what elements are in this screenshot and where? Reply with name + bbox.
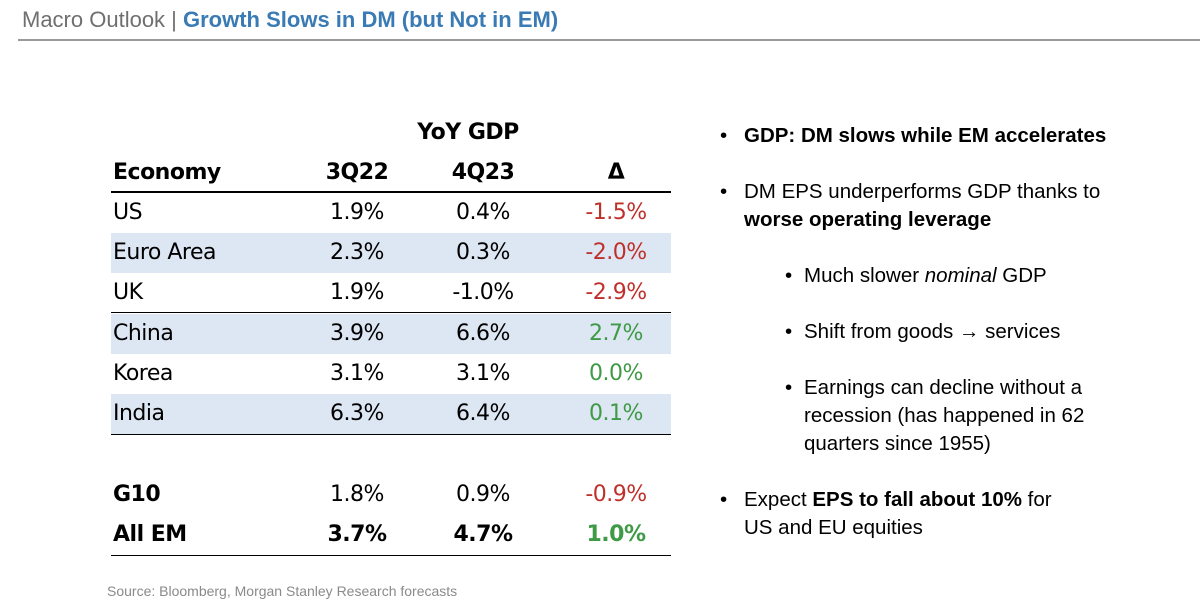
table-row: US 1.9% 0.4% -1.5% (111, 193, 671, 233)
bullet-text: Earnings can decline without a recession… (804, 374, 1084, 458)
slide-header: Macro Outlook | Growth Slows in DM (but … (22, 6, 558, 34)
cell-economy: G10 (113, 482, 161, 507)
cell-economy: UK (113, 280, 143, 305)
table-row: India 6.3% 6.4% 0.1% (111, 394, 671, 434)
bullet-text-line: Much slower (804, 264, 925, 287)
header-4q23: 4Q23 (451, 160, 515, 185)
cell-4q23: 0.3% (456, 240, 510, 265)
table-row: G10 1.8% 0.9% -0.9% (111, 475, 671, 515)
header-economy: Economy (113, 160, 221, 185)
cell-3q22: 1.9% (330, 280, 384, 305)
cell-3q22: 3.1% (330, 361, 384, 386)
cell-economy: Korea (113, 361, 173, 386)
bullet-dot-icon: • (720, 124, 728, 147)
cell-4q23: 0.9% (456, 482, 510, 507)
group-divider (111, 434, 671, 435)
table-row: All EM 3.7% 4.7% 1.0% (111, 515, 671, 555)
bullet-text-line: GDP (996, 264, 1047, 287)
bullet-dot-icon: • (720, 180, 728, 203)
table-row: Euro Area 2.3% 0.3% -2.0% (111, 233, 671, 273)
cell-3q22: 1.9% (330, 200, 384, 225)
bullet-text-line: US and EU equities (744, 516, 923, 539)
cell-economy: All EM (113, 522, 187, 547)
cell-delta: 0.0% (589, 361, 643, 386)
group-divider (111, 312, 671, 313)
cell-3q22: 3.9% (330, 321, 384, 346)
cell-3q22: 6.3% (330, 401, 384, 426)
cell-delta: 0.1% (589, 401, 643, 426)
cell-4q23: 0.4% (456, 200, 510, 225)
slide-title: Growth Slows in DM (but Not in EM) (183, 7, 559, 32)
cell-delta: -0.9% (585, 482, 647, 507)
section-label: Macro Outlook | (22, 7, 183, 32)
bullet-text-line: Earnings can decline without a (804, 376, 1083, 399)
bullet-text-emphasis: worse operating leverage (744, 208, 992, 231)
cell-4q23: 3.1% (456, 361, 510, 386)
cell-3q22: 3.7% (327, 522, 387, 547)
cell-economy: Euro Area (113, 240, 217, 265)
source-note: Source: Bloomberg, Morgan Stanley Resear… (107, 583, 458, 599)
column-group-label: YoY GDP (417, 120, 519, 145)
bullet-dot-icon: • (785, 320, 793, 343)
bullet-text-line: for (1021, 488, 1052, 511)
bullet-dot-icon: • (785, 264, 793, 287)
cell-4q23: 6.6% (456, 321, 510, 346)
cell-delta: 2.7% (589, 321, 643, 346)
header-divider (18, 39, 1200, 41)
bullet-text: Shift from goods → services (804, 320, 1061, 343)
bullet-text-line: recession (has happened in 62 (804, 404, 1085, 427)
cell-3q22: 2.3% (330, 240, 384, 265)
bullet-text: DM EPS underperforms GDP thanks to worse… (744, 178, 1100, 234)
cell-delta: 1.0% (586, 522, 646, 547)
cell-economy: China (113, 321, 174, 346)
bullet-dot-icon: • (720, 488, 728, 511)
bullet-text: Expect EPS to fall about 10% for US and … (744, 486, 1052, 542)
table-row: China 3.9% 6.6% 2.7% (111, 314, 671, 354)
header-3q22: 3Q22 (325, 160, 389, 185)
bullet-text-line: Expect (744, 488, 813, 511)
table-header-row: Economy 3Q22 4Q23 Δ (111, 155, 671, 193)
cell-economy: US (113, 200, 143, 225)
bullet-text-line: quarters since 1955) (804, 432, 991, 455)
cell-economy: India (113, 401, 165, 426)
bullet-text: GDP: DM slows while EM accelerates (744, 124, 1107, 147)
cell-delta: -1.5% (585, 200, 647, 225)
cell-4q23: -1.0% (452, 280, 514, 305)
table-bottom-rule (111, 555, 671, 556)
bullet-text: Much slower nominal GDP (804, 262, 1047, 290)
cell-4q23: 4.7% (453, 522, 513, 547)
bullet-text-italic: nominal (924, 264, 997, 287)
bullet-dot-icon: • (785, 376, 793, 399)
bullet-text-emphasis: EPS to fall about 10% (812, 488, 1022, 511)
cell-delta: -2.0% (585, 240, 647, 265)
cell-3q22: 1.8% (330, 482, 384, 507)
cell-4q23: 6.4% (456, 401, 510, 426)
table-row: Korea 3.1% 3.1% 0.0% (111, 354, 671, 394)
header-delta: Δ (607, 160, 625, 185)
cell-delta: -2.9% (585, 280, 647, 305)
bullet-text-line: DM EPS underperforms GDP thanks to (744, 180, 1101, 203)
table-row: UK 1.9% -1.0% -2.9% (111, 273, 671, 313)
